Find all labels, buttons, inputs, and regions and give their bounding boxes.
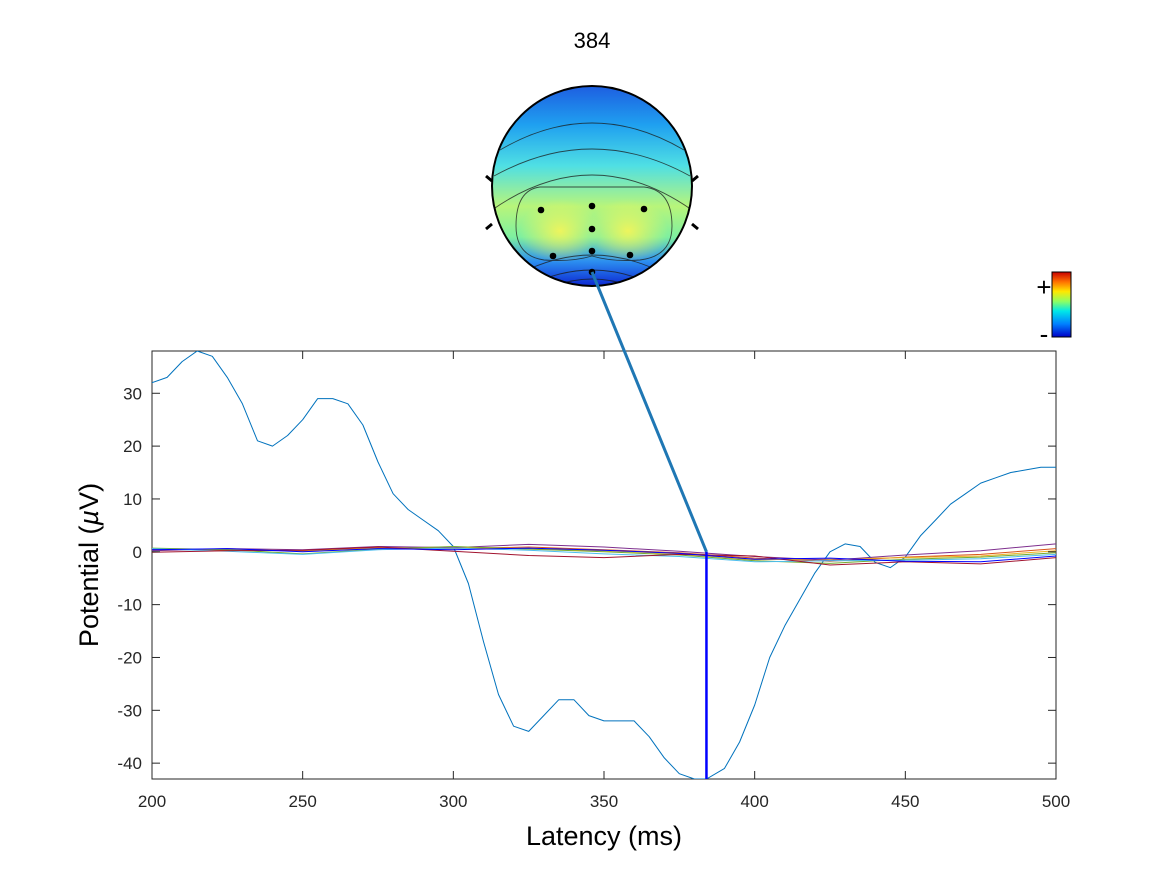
colorbar-gradient (1051, 271, 1072, 338)
y-tick-label: 30 (123, 384, 142, 403)
x-tick-label: 450 (891, 792, 919, 811)
ear-right-icon (691, 174, 699, 231)
electrode-marker (588, 225, 596, 233)
y-axis-label-suffix: V) (74, 483, 104, 510)
figure-title: 384 (574, 28, 611, 53)
electrode-marker (640, 205, 648, 213)
y-axis-label: Potential (µV) (74, 483, 104, 647)
axes-box (151, 350, 1057, 780)
plot-area: 200 250 300 350 400 450 500 -40 -30 -20 -10 0 10 20 30 (117, 271, 1070, 811)
x-tick-label: 200 (138, 792, 166, 811)
marker-layer (590, 271, 708, 779)
series-layer (152, 351, 1056, 779)
y-tick-label: 20 (123, 437, 142, 456)
x-tick-label: 400 (740, 792, 768, 811)
electrode-marker (588, 202, 596, 210)
y-tick-label: -10 (117, 596, 142, 615)
tick-layer: 200 250 300 350 400 450 500 -40 -30 -20 -10 0 10 20 30 (117, 351, 1070, 811)
x-tick-label: 500 (1042, 792, 1070, 811)
x-tick-label: 300 (439, 792, 467, 811)
electrode-marker (626, 251, 634, 259)
x-tick-label: 250 (288, 792, 316, 811)
ear-left-icon (485, 174, 493, 231)
series-line (152, 547, 1056, 563)
y-tick-label: 10 (123, 490, 142, 509)
y-tick-label: 0 (133, 543, 142, 562)
x-axis-label: Latency (ms) (526, 821, 682, 851)
colorbar-minus-label: - (1040, 319, 1049, 349)
head-outline (491, 85, 693, 287)
electrode-marker (549, 252, 557, 260)
y-axis-label-prefix: Potential ( (74, 525, 104, 647)
y-tick-label: -30 (117, 701, 142, 720)
electrode-markers (537, 202, 648, 276)
y-axis-label-unit-symbol: µ (74, 510, 104, 527)
series-line (152, 547, 1056, 563)
y-tick-label: -40 (117, 754, 142, 773)
topographic-head-map (485, 85, 699, 287)
electrode-marker (537, 206, 545, 214)
electrode-marker (588, 247, 596, 255)
y-tick-label: -20 (117, 648, 142, 667)
electrode-connector-line (590, 271, 708, 553)
x-tick-label: 350 (590, 792, 618, 811)
colorbar: + - (1036, 271, 1072, 349)
colorbar-plus-label: + (1036, 272, 1051, 302)
